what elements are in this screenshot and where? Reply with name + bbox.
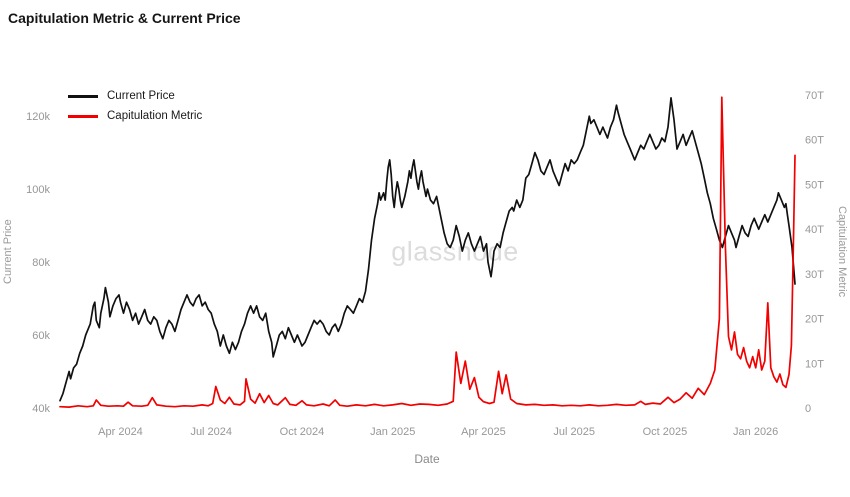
legend-item-current-price: Current Price — [68, 90, 202, 102]
y-right-axis-tick-label: 40T — [805, 224, 824, 236]
y-right-axis-tick-label: 50T — [805, 179, 824, 191]
x-axis-tick-label: Jul 2024 — [190, 426, 232, 438]
current-price-line — [59, 97, 796, 402]
legend: Current Price Capitulation Metric — [68, 90, 202, 122]
y-right-axis-tick-label: 60T — [805, 135, 824, 147]
legend-item-capitulation-metric: Capitulation Metric — [68, 110, 202, 122]
legend-swatch-current-price — [68, 94, 98, 98]
x-axis-tick-label: Apr 2025 — [461, 426, 506, 438]
y-right-axis-tick-label: 10T — [805, 358, 824, 370]
y-right-axis-tick-label: 30T — [805, 269, 824, 281]
y-left-axis-tick-label: 120k — [26, 111, 50, 123]
x-axis-title: Date — [414, 452, 440, 466]
y-right-axis-tick-label: 20T — [805, 314, 824, 326]
glassnode-watermark: glassnode — [391, 236, 519, 267]
y-axis-title-left: Current Price — [2, 219, 14, 284]
chart-title: Capitulation Metric & Current Price — [8, 10, 241, 26]
x-axis-tick-label: Jan 2026 — [733, 426, 778, 438]
x-axis-tick-label: Oct 2025 — [643, 426, 688, 438]
legend-swatch-capitulation-metric — [68, 114, 98, 118]
x-axis-tick-label: Jul 2025 — [553, 426, 595, 438]
legend-label-current-price: Current Price — [107, 90, 175, 102]
y-left-axis-tick-label: 60k — [32, 330, 50, 342]
y-axis-title-right: Capitulation Metric — [836, 205, 848, 298]
capitulation-metric-line — [59, 96, 796, 408]
x-axis-tick-label: Apr 2024 — [98, 426, 143, 438]
y-right-axis-tick-label: 70T — [805, 90, 824, 102]
legend-label-capitulation-metric: Capitulation Metric — [107, 110, 203, 122]
x-axis-tick-label: Jan 2025 — [370, 426, 415, 438]
y-left-axis-tick-label: 100k — [26, 184, 50, 196]
y-left-axis-tick-label: 80k — [32, 257, 50, 269]
x-axis-tick-label: Oct 2024 — [280, 426, 325, 438]
y-right-axis-tick-label: 0 — [805, 403, 811, 415]
y-left-axis-tick-label: 40k — [32, 403, 50, 415]
